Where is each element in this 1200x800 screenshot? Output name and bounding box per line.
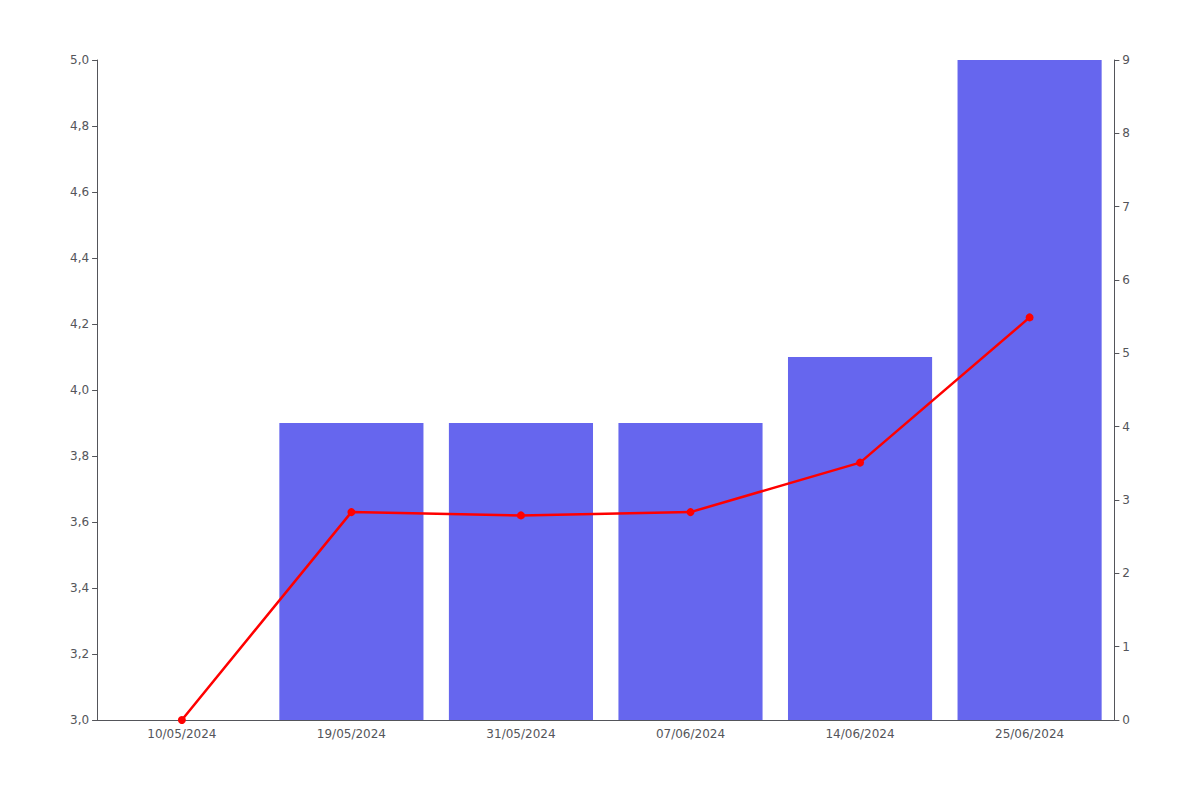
- svg-text:4,0: 4,0: [70, 383, 89, 397]
- svg-text:1: 1: [1122, 640, 1130, 654]
- svg-text:0: 0: [1122, 713, 1130, 727]
- svg-text:6: 6: [1122, 273, 1130, 287]
- svg-text:3,6: 3,6: [70, 515, 89, 529]
- svg-text:4,2: 4,2: [70, 317, 89, 331]
- svg-text:5,0: 5,0: [70, 53, 89, 67]
- svg-text:3,8: 3,8: [70, 449, 89, 463]
- svg-text:9: 9: [1122, 53, 1130, 67]
- svg-text:5: 5: [1122, 346, 1130, 360]
- svg-text:8: 8: [1122, 126, 1130, 140]
- svg-text:14/06/2024: 14/06/2024: [825, 727, 894, 741]
- svg-text:19/05/2024: 19/05/2024: [317, 727, 386, 741]
- svg-text:4,4: 4,4: [70, 251, 89, 265]
- svg-text:3,2: 3,2: [70, 647, 89, 661]
- svg-text:2: 2: [1122, 566, 1130, 580]
- svg-text:07/06/2024: 07/06/2024: [656, 727, 725, 741]
- svg-text:3,4: 3,4: [70, 581, 89, 595]
- svg-text:3,0: 3,0: [70, 713, 89, 727]
- svg-text:25/06/2024: 25/06/2024: [995, 727, 1064, 741]
- svg-text:4: 4: [1122, 420, 1130, 434]
- svg-text:31/05/2024: 31/05/2024: [486, 727, 555, 741]
- svg-text:3: 3: [1122, 493, 1130, 507]
- svg-text:4,6: 4,6: [70, 185, 89, 199]
- svg-text:10/05/2024: 10/05/2024: [147, 727, 216, 741]
- svg-text:4,8: 4,8: [70, 119, 89, 133]
- svg-text:7: 7: [1122, 200, 1130, 214]
